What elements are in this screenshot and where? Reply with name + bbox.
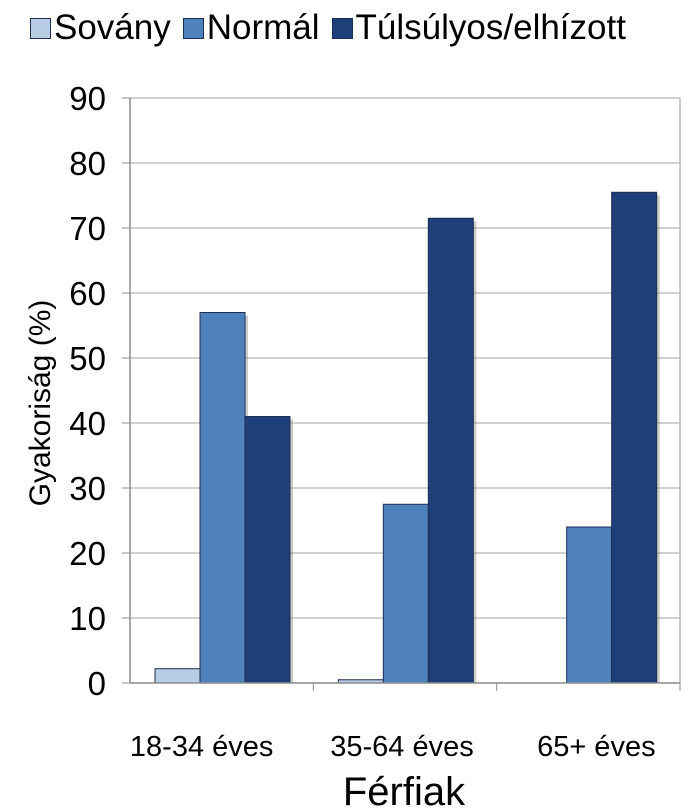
legend-swatch-tulsulyos	[331, 17, 353, 39]
y-tick-label: 30	[69, 470, 106, 507]
y-tick-label: 20	[69, 535, 106, 572]
bar	[427, 217, 474, 684]
bar	[611, 191, 658, 684]
x-tick-label: 35-64 éves	[330, 731, 474, 763]
bar	[199, 312, 246, 684]
axes: 0 10 20 30 40 50 60 70 80 90 18-34 éves 35-64 éves 6…	[69, 80, 681, 763]
y-tick-label: 80	[69, 145, 106, 182]
bar	[154, 668, 201, 684]
legend-swatch-normal	[182, 17, 204, 39]
y-tick-label: 70	[69, 210, 106, 247]
bar	[566, 526, 613, 684]
y-tick-label: 40	[69, 405, 106, 442]
legend-label-normal: Normál	[206, 8, 320, 47]
bars	[154, 191, 660, 684]
y-tick-label: 90	[69, 80, 106, 117]
chart-legend: Sovány Normál Túlsúlyos/elhízott	[30, 8, 690, 48]
legend-item-normal: Normál	[182, 8, 320, 48]
legend-item-tulsulyos: Túlsúlyos/elhízott	[331, 8, 626, 48]
x-axis-title: Férfiak	[343, 770, 466, 812]
legend-label-tulsulyos: Túlsúlyos/elhízott	[355, 8, 626, 47]
legend-label-sovany: Sovány	[54, 8, 171, 47]
y-tick-label: 50	[69, 340, 106, 377]
bar	[244, 416, 291, 684]
legend-item-sovany: Sovány	[30, 8, 171, 48]
bar	[382, 503, 429, 684]
y-axis-title: Gyakoriság (%)	[24, 300, 57, 507]
y-tick-label: 60	[69, 275, 106, 312]
x-tick-label: 65+ éves	[537, 731, 656, 763]
y-tick-label: 10	[69, 600, 106, 637]
x-tick-label: 18-34 éves	[130, 731, 274, 763]
y-tick-label: 0	[88, 665, 106, 702]
legend-swatch-sovany	[30, 17, 51, 39]
